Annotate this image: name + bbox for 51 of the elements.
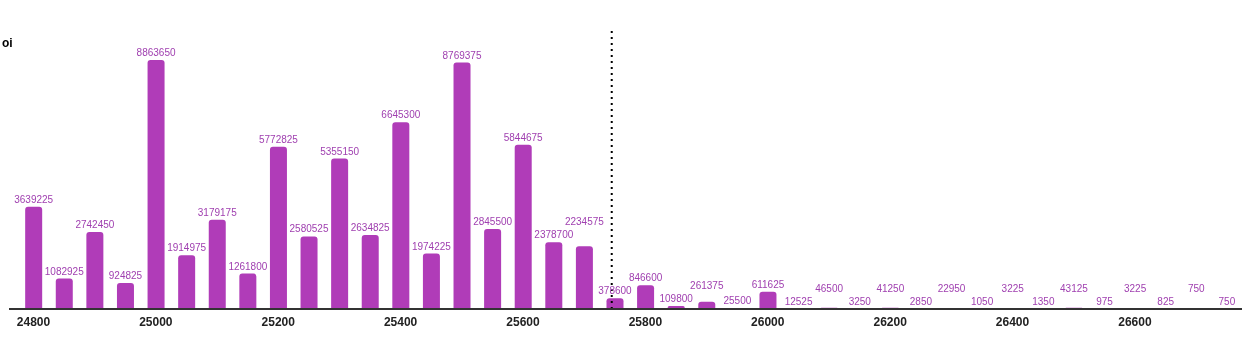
x-tick-label: 26000: [751, 314, 785, 329]
data-label: 25500: [723, 295, 752, 307]
x-tick-label: 26200: [873, 314, 908, 329]
data-label: 1914975: [167, 242, 207, 254]
x-tick-label: 24800: [16, 314, 51, 329]
data-label: 975: [1096, 295, 1114, 307]
data-label: 611625: [751, 278, 785, 290]
data-label: 1974225: [411, 240, 452, 252]
data-label: 8863650: [136, 46, 176, 58]
data-label: 1050: [971, 295, 994, 307]
data-label: 5844675: [503, 131, 544, 143]
data-label: 3225: [1001, 282, 1025, 294]
data-label: 2580525: [289, 223, 329, 235]
data-label: 2378700: [534, 229, 574, 241]
data-label: 12525: [784, 295, 813, 307]
data-label: 22950: [937, 282, 966, 294]
x-tick-label: 25400: [383, 314, 418, 329]
x-tick-label: 25200: [261, 314, 296, 329]
y-axis-title: oi: [2, 36, 13, 50]
data-label: 1261800: [228, 260, 268, 272]
data-label: 3250: [848, 295, 872, 307]
data-label: 924825: [108, 270, 143, 282]
data-label: 750: [1218, 295, 1236, 307]
data-label: 750: [1187, 282, 1206, 294]
data-label: 3639225: [14, 193, 54, 205]
x-tick-label: 26600: [1118, 314, 1152, 329]
data-label: 46500: [815, 282, 844, 294]
x-tick-label: 25000: [139, 314, 173, 329]
data-label: 2234575: [564, 216, 605, 228]
data-label: 43125: [1060, 282, 1089, 294]
data-label: 1350: [1032, 295, 1055, 307]
data-label: 846600: [628, 272, 663, 284]
data-label: 2742450: [75, 218, 115, 230]
data-label: 261375: [690, 279, 724, 291]
data-label: 378600: [598, 285, 633, 297]
x-tick-label: 26400: [995, 314, 1030, 329]
data-label: 41250: [876, 282, 905, 294]
data-label: 2634825: [350, 221, 391, 233]
data-label: 1082925: [44, 265, 85, 277]
data-label: 8769375: [442, 49, 482, 61]
data-label: 3225: [1123, 282, 1147, 294]
data-label: 5772825: [258, 133, 299, 145]
data-label: 2850: [909, 295, 933, 307]
x-tick-label: 25800: [628, 314, 663, 329]
data-label: 825: [1157, 295, 1175, 307]
x-tick-label: 25600: [506, 314, 541, 329]
data-label: 3179175: [197, 206, 238, 218]
data-label: 2845500: [473, 216, 513, 228]
data-label: 5355150: [320, 145, 360, 157]
data-label: 109800: [659, 292, 694, 304]
data-label: 6645300: [381, 109, 421, 121]
